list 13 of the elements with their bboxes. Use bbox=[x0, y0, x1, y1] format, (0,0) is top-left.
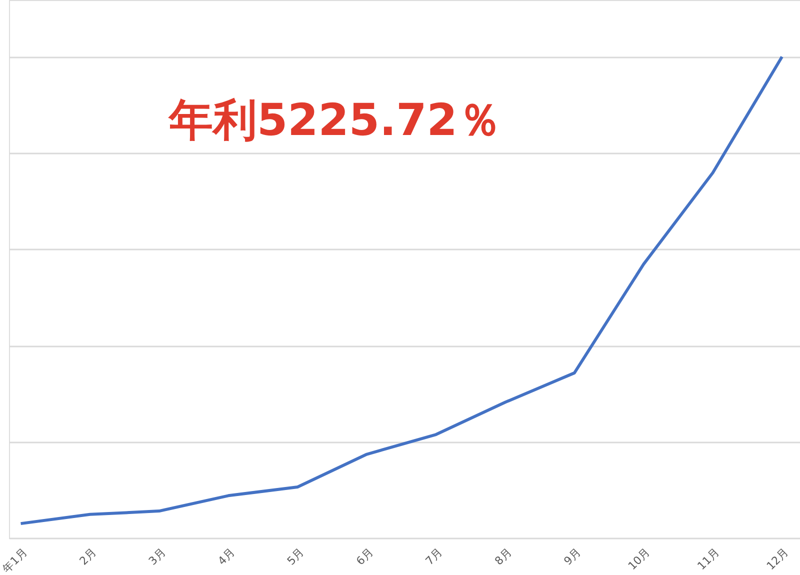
x-tick-label: 5月 bbox=[284, 546, 307, 568]
x-tick-label: 4月 bbox=[215, 546, 238, 568]
x-tick-label: 6月 bbox=[354, 546, 376, 568]
x-tick-label: 12月 bbox=[764, 546, 791, 573]
x-tick-label: 7月 bbox=[423, 546, 445, 568]
annotation: 年利5225.72％ bbox=[168, 95, 502, 146]
x-tick-label: 10月 bbox=[626, 546, 653, 573]
x-tick-label: 年1月 bbox=[0, 546, 30, 575]
x-tick-label: 8月 bbox=[492, 546, 514, 568]
x-tick-label: 9月 bbox=[561, 546, 584, 568]
x-tick-label: 2月 bbox=[77, 546, 99, 568]
x-tick-label: 11月 bbox=[694, 546, 722, 573]
x-tick-label: 3月 bbox=[146, 546, 168, 568]
